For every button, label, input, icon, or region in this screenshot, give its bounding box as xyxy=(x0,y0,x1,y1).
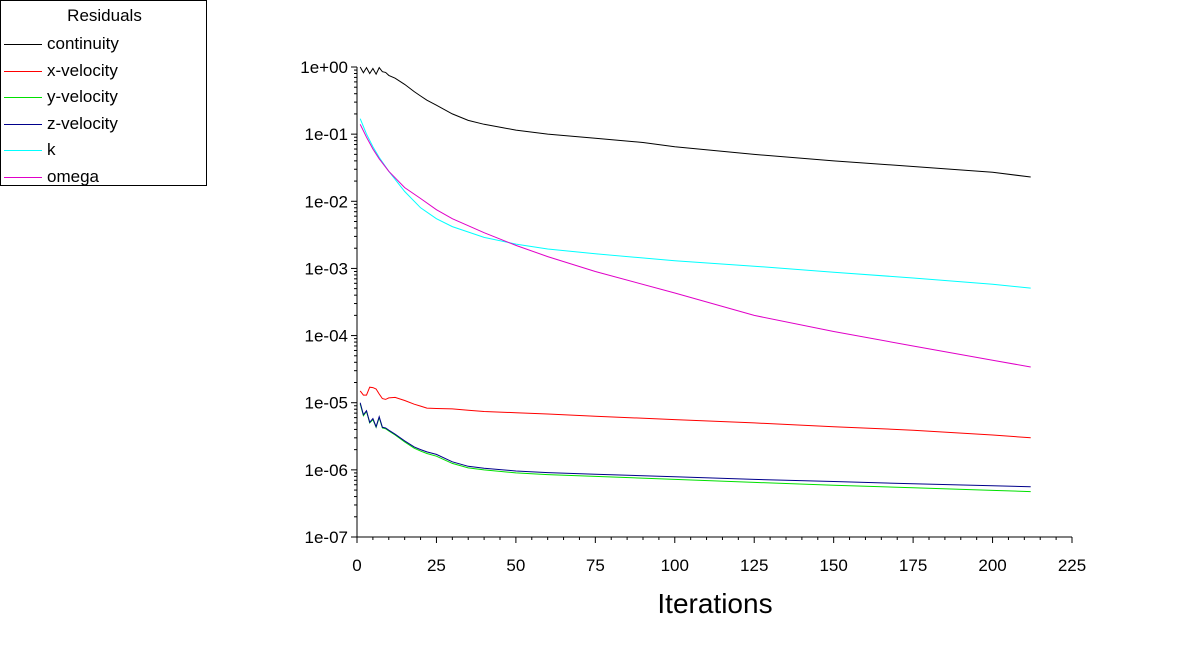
legend-swatch xyxy=(4,123,42,125)
x-tick-label: 125 xyxy=(740,556,768,575)
x-tick-label: 150 xyxy=(819,556,847,575)
series-line-omega xyxy=(359,124,1031,368)
legend-label: continuity xyxy=(47,34,119,53)
y-tick-label: 1e-01 xyxy=(305,125,348,144)
series-line-y-velocity xyxy=(359,403,1031,493)
x-tick-label: 0 xyxy=(352,556,361,575)
legend-label: k xyxy=(47,140,56,159)
x-tick-label: 50 xyxy=(506,556,525,575)
series-line-z-velocity xyxy=(359,402,1031,488)
x-axis-title: Iterations xyxy=(657,588,772,619)
legend-label: z-velocity xyxy=(47,113,118,133)
legend-entry-z-velocity: z-velocity xyxy=(1,113,206,133)
legend-swatch xyxy=(4,44,42,45)
legend-swatch xyxy=(4,97,42,98)
series-lines xyxy=(359,66,1031,493)
legend-swatch xyxy=(4,70,42,72)
x-tick-label: 200 xyxy=(978,556,1006,575)
legend-title: Residuals xyxy=(67,6,142,25)
legend-label: omega xyxy=(47,166,99,186)
legend-entry-x-velocity: x-velocity xyxy=(1,60,206,80)
y-tick-label: 1e+00 xyxy=(300,58,348,77)
y-tick-label: 1e-07 xyxy=(305,528,348,547)
legend-label: y-velocity xyxy=(47,87,118,106)
legend-entry-y-velocity: y-velocity xyxy=(1,86,206,106)
legend-entry-omega: omega xyxy=(1,166,206,186)
legend-label: x-velocity xyxy=(47,60,118,80)
y-tick-label: 1e-05 xyxy=(305,394,348,413)
x-tick-label: 75 xyxy=(586,556,605,575)
legend-swatch xyxy=(4,150,42,151)
y-tick-label: 1e-03 xyxy=(305,259,348,278)
legend-entry-k: k xyxy=(1,139,206,159)
axes: 1e-07 1e-06 1e-05 1e-04 1e-03 1e-02 1e-01 1e+00… xyxy=(300,58,1086,575)
series-line-x-velocity xyxy=(359,386,1031,439)
series-line-k xyxy=(359,118,1031,289)
legend: Residuals continuity x-velocity y-velocity… xyxy=(0,0,207,186)
x-tick-label: 100 xyxy=(661,556,689,575)
series-line-continuity xyxy=(359,66,1031,178)
x-tick-label: 225 xyxy=(1058,556,1086,575)
x-tick-label: 175 xyxy=(899,556,927,575)
y-tick-label: 1e-06 xyxy=(305,461,348,480)
legend-entry-continuity: continuity xyxy=(1,33,206,53)
legend-swatch xyxy=(4,176,42,178)
x-tick-label: 25 xyxy=(427,556,446,575)
y-tick-label: 1e-04 xyxy=(305,327,348,346)
y-tick-label: 1e-02 xyxy=(305,192,348,211)
